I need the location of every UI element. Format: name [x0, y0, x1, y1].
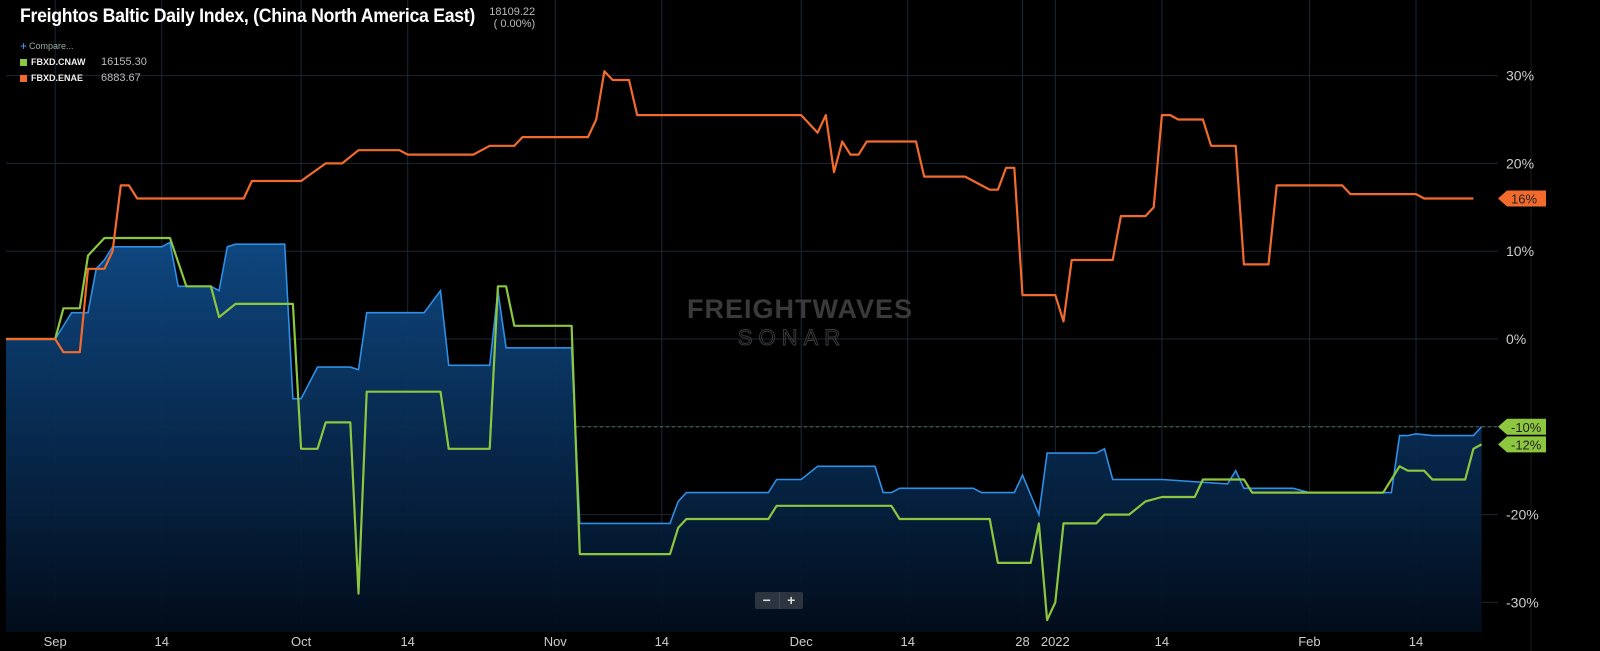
chart-header: Freightos Baltic Daily Index, (China Nor…	[20, 6, 535, 30]
area-series-line	[6, 241, 1483, 525]
x-tick-label: 2022	[1041, 634, 1070, 649]
x-tick-label: 14	[655, 634, 669, 649]
y-tick-label: 0%	[1506, 331, 1526, 347]
x-tick-label: Nov	[544, 634, 568, 649]
chart-title: Freightos Baltic Daily Index, (China Nor…	[20, 6, 476, 27]
compare-button[interactable]: + Compare...	[20, 38, 147, 54]
legend-symbol: FBXD.ENAE	[31, 73, 84, 83]
quote-value: 18109.22	[489, 6, 536, 18]
legend-item-cnaw[interactable]: FBXD.CNAW 16155.30	[20, 54, 147, 70]
legend-symbol: FBXD.CNAW	[31, 57, 86, 67]
x-tick-label: Sep	[44, 634, 67, 649]
legend-swatch	[20, 58, 27, 66]
end-label-text: -12%	[1511, 437, 1542, 452]
y-axis-labels: 30% 20% 10% 0% -20% -30%	[1506, 68, 1539, 611]
end-label-flag	[1498, 418, 1546, 435]
y-tick-label: 30%	[1506, 68, 1534, 84]
watermark-line2: SONAR	[738, 325, 846, 350]
zoom-controls: − +	[755, 592, 803, 609]
x-tick-label: Dec	[790, 634, 814, 649]
end-label: -12%	[1498, 436, 1546, 453]
x-tick-label: 14	[901, 634, 915, 649]
area-fill	[6, 242, 1482, 632]
series-end-labels: 16% -10% -12%	[1498, 190, 1546, 453]
y-tick-label: 10%	[1506, 243, 1534, 259]
legend-value: 6883.67	[101, 72, 141, 84]
x-tick-label: Feb	[1298, 634, 1320, 649]
end-label: -10%	[1498, 418, 1546, 435]
x-axis-labels: Sep 14 Oct 14 Nov 14 Dec 14 28 2022 14 Feb 14	[44, 634, 1424, 649]
x-tick-label: 28	[1015, 634, 1029, 649]
compare-label: Compare...	[29, 41, 74, 51]
legend-value: 16155.30	[101, 56, 147, 68]
x-tick-label: 14	[400, 634, 414, 649]
x-tick-label: 14	[155, 634, 169, 649]
freightwaves-sonar-watermark: FREIGHTWAVES SONAR	[687, 294, 913, 351]
end-label-text: 16%	[1511, 192, 1537, 207]
quote-block: 18109.22 ( 0.00%)	[489, 6, 535, 30]
x-tick-label: Oct	[291, 634, 312, 649]
end-label-flag	[1498, 190, 1546, 207]
zoom-in-button[interactable]: +	[787, 592, 796, 608]
x-tick-label: 14	[1155, 634, 1169, 649]
end-label: 16%	[1498, 190, 1546, 207]
end-label-text: -10%	[1511, 420, 1542, 435]
watermark-line1: FREIGHTWAVES	[687, 294, 913, 324]
legend-item-enae[interactable]: FBXD.ENAE 6883.67	[20, 70, 147, 86]
zoom-out-button[interactable]: −	[755, 592, 780, 609]
x-tick-label: 14	[1409, 634, 1423, 649]
legend-swatch	[20, 74, 27, 82]
series-group	[6, 70, 1483, 632]
plus-icon: +	[20, 39, 28, 53]
end-label-flag	[1498, 436, 1546, 453]
y-tick-label: -20%	[1506, 507, 1539, 523]
legend: + Compare... FBXD.CNAW 16155.30 FBXD.ENA…	[20, 38, 147, 86]
y-tick-label: -30%	[1506, 594, 1539, 610]
y-tick-label: 20%	[1506, 155, 1534, 171]
fbxd-enae-line	[6, 70, 1474, 354]
fbxd-cnaw-line	[6, 236, 1483, 622]
quote-change: ( 0.00%)	[493, 18, 536, 30]
